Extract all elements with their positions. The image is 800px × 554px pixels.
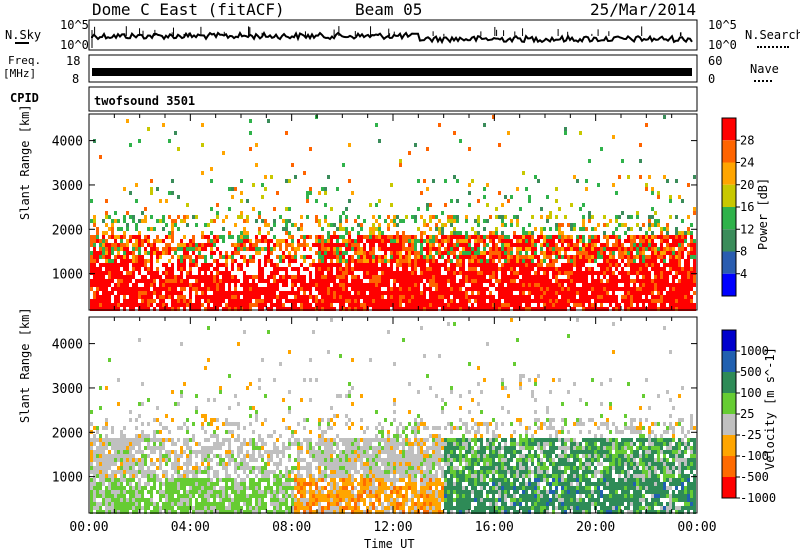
colorbar-tick-label: -25 xyxy=(740,428,762,442)
velocity-colorbar: 1000 500 100 25 -25 -100 -500 -1000 xyxy=(721,329,776,505)
nsky-panel xyxy=(88,19,698,51)
colorbar-tick-label: 16 xyxy=(740,200,754,214)
colorbar-segment xyxy=(722,162,736,185)
colorbar-tick-label: -100 xyxy=(740,449,769,463)
colorbar-tick-label: -500 xyxy=(740,470,769,484)
colorbar-segment xyxy=(722,118,736,141)
nsearch-label: N.Search xyxy=(745,28,800,42)
ytick-label: 3000 xyxy=(52,179,83,194)
nave-label: Nave xyxy=(750,62,779,76)
colorbar-segment xyxy=(722,393,736,414)
ytick-label: 4000 xyxy=(52,338,83,353)
colorbar-segment xyxy=(722,140,736,163)
power-heatmap xyxy=(90,115,696,311)
ytick-label: 3000 xyxy=(52,382,83,397)
nsky-tick-bottom: 10^0 xyxy=(60,38,89,52)
nsky-legend-line xyxy=(15,42,29,44)
ytick-label: 1000 xyxy=(52,471,83,486)
colorbar-segment xyxy=(722,184,736,207)
xtick-label: 08:00 xyxy=(272,520,311,535)
nave-tick-top: 60 xyxy=(708,54,723,68)
freq-unit: [MHz] xyxy=(3,67,37,80)
freq-tick-top: 18 xyxy=(66,54,81,68)
nsearch-legend-line xyxy=(757,46,789,48)
cpid-panel xyxy=(88,86,698,112)
nsky-tick-top: 10^5 xyxy=(60,18,89,32)
xtick-label: 04:00 xyxy=(171,520,210,535)
power-panel: 1000 2000 3000 4000 xyxy=(52,113,698,311)
velocity-colorbar-label: Velocity [m s^-1] xyxy=(763,347,777,470)
colorbar-segment xyxy=(722,414,736,435)
xtick-label: 00:00 xyxy=(69,520,108,535)
beam-title: Beam 05 xyxy=(355,0,423,19)
xtick-label: 12:00 xyxy=(373,520,412,535)
station-title: Dome C East (fitACF) xyxy=(92,0,285,19)
colorbar-segment xyxy=(722,229,736,252)
freq-trace xyxy=(92,68,692,76)
cpid-value: twofsound 3501 xyxy=(94,94,196,108)
nsky-label: N.Sky xyxy=(5,28,42,42)
colorbar-segment xyxy=(722,351,736,372)
colorbar-tick-label: 4 xyxy=(740,267,747,281)
xtick-label: 20:00 xyxy=(576,520,615,535)
xlabel: Time UT xyxy=(364,537,415,551)
power-colorbar: 4 8 12 16 20 24 28 xyxy=(721,117,754,297)
colorbar-segment xyxy=(722,273,736,296)
colorbar-tick-label: 24 xyxy=(740,156,754,170)
ytick-label: 4000 xyxy=(52,135,83,150)
nave-tick-bottom: 0 xyxy=(708,72,716,86)
colorbar-segment xyxy=(722,330,736,351)
xtick-label: 16:00 xyxy=(475,520,514,535)
ytick-label: 2000 xyxy=(52,426,83,441)
colorbar-tick-label: 100 xyxy=(740,386,762,400)
power-ylabel: Slant Range [km] xyxy=(18,104,32,220)
velocity-heatmap xyxy=(90,318,696,514)
colorbar-segment xyxy=(722,251,736,274)
nsearch-tick-bottom: 10^0 xyxy=(708,38,737,52)
freq-label: Freq. xyxy=(8,54,42,67)
nsky-trace xyxy=(91,26,693,48)
colorbar-segment xyxy=(722,456,736,477)
nsearch-tick-top: 10^5 xyxy=(708,18,737,32)
cpid-label: CPID xyxy=(10,91,39,105)
colorbar-tick-label: 28 xyxy=(740,133,754,147)
colorbar-segment xyxy=(722,207,736,230)
date-title: 25/Mar/2014 xyxy=(590,0,696,19)
freq-tick-bottom: 8 xyxy=(72,72,80,86)
colorbar-tick-label: 25 xyxy=(740,407,754,421)
velocity-panel: 1000 2000 3000 4000 00:00 04:00 08:00 12:00 16:0… xyxy=(52,316,717,535)
xtick-label: 00:00 xyxy=(677,520,716,535)
velocity-ylabel: Slant Range [km] xyxy=(18,307,32,423)
colorbar-segment xyxy=(722,372,736,393)
colorbar-tick-label: 20 xyxy=(740,178,754,192)
colorbar-tick-label: 500 xyxy=(740,365,762,379)
colorbar-tick-label: 8 xyxy=(740,245,747,259)
colorbar-segment xyxy=(722,435,736,456)
colorbar-tick-label: 12 xyxy=(740,222,754,236)
colorbar-segment xyxy=(722,477,736,498)
freq-panel xyxy=(88,54,698,83)
power-colorbar-label: Power [dB] xyxy=(756,177,770,250)
ytick-label: 1000 xyxy=(52,268,83,283)
colorbar-tick-label: -1000 xyxy=(740,491,776,505)
nave-legend-line xyxy=(754,80,772,82)
ytick-label: 2000 xyxy=(52,223,83,238)
colorbar-tick-label: 1000 xyxy=(740,344,769,358)
